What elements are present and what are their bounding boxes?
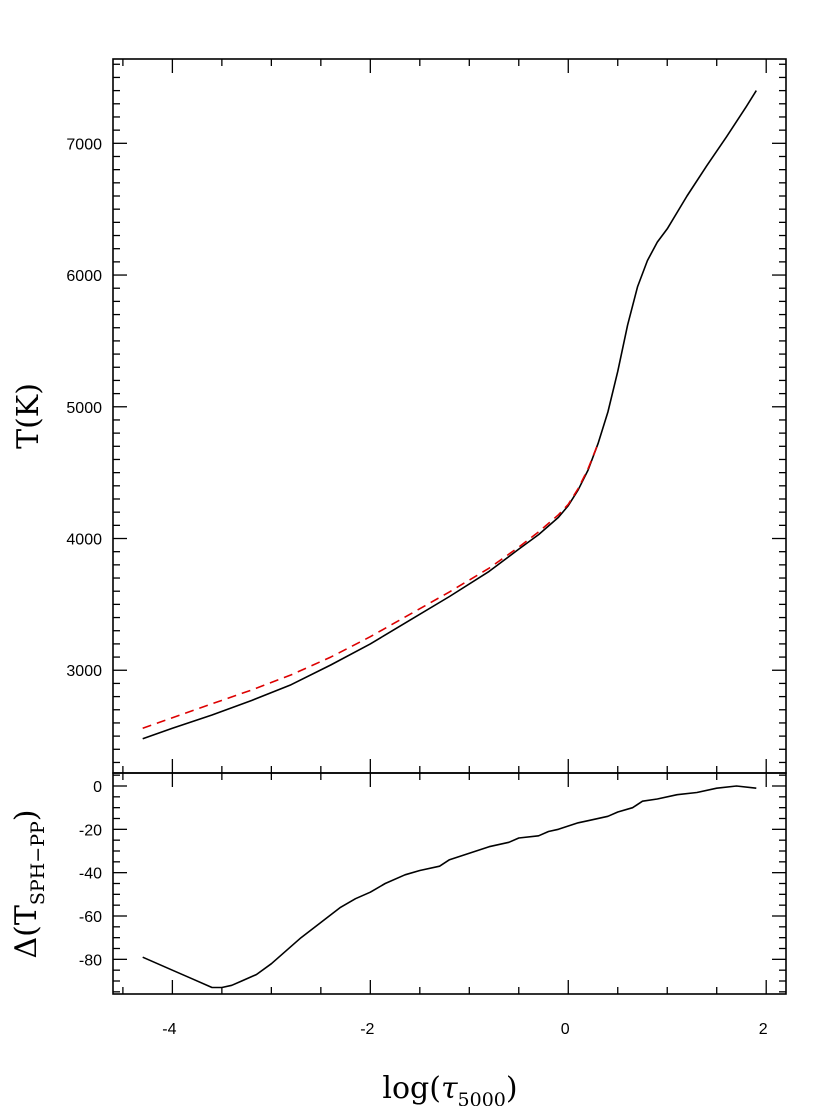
x-tick-label: -2: [360, 1021, 374, 1038]
bottom-y-tick-label: -80: [79, 952, 102, 969]
top-y-tick-label: 6000: [66, 268, 102, 285]
top-y-axis-title: T(K): [11, 383, 46, 449]
top-series-line-2: [142, 443, 599, 729]
x-tick-label: -4: [162, 1021, 176, 1038]
bottom-y-tick-label: -40: [79, 866, 102, 883]
top-y-tick-label: 5000: [66, 400, 102, 417]
bottom-panel-series: [142, 785, 757, 989]
top-y-tick-label: 3000: [66, 663, 102, 680]
bottom-y-tick-label: -60: [79, 909, 102, 926]
x-tick-label: 0: [561, 1021, 570, 1038]
top-y-tick-label: 7000: [66, 136, 102, 153]
top-panel-ticks: [113, 59, 786, 773]
x-axis-title: log(τ5000): [382, 1071, 517, 1106]
bottom-series-line-1: [142, 785, 757, 989]
top-y-tick-label: 4000: [66, 532, 102, 549]
top-panel-series: [142, 90, 757, 740]
x-tick-label: 2: [759, 1021, 768, 1038]
bottom-panel-ticks: [113, 773, 786, 994]
bottom-y-axis-title: Δ(TSPH−PP): [9, 810, 49, 959]
bottom-y-tick-label: -20: [79, 822, 102, 839]
bottom-y-tick-label: 0: [93, 779, 102, 796]
